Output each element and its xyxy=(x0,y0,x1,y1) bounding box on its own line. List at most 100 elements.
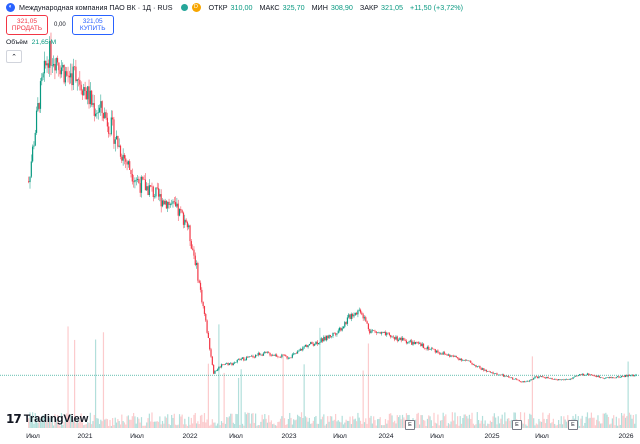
volume-bar xyxy=(391,415,393,428)
volume-bar xyxy=(522,423,524,428)
sell-button[interactable]: 321,05 ПРОДАТЬ xyxy=(6,15,48,35)
volume-bar xyxy=(481,415,484,428)
candle-body xyxy=(80,84,82,91)
volume-bar xyxy=(228,416,230,428)
volume-bar xyxy=(255,413,257,428)
volume-bar xyxy=(567,415,569,428)
volume-bar xyxy=(45,420,47,428)
volume-bar xyxy=(76,418,78,428)
candle-body xyxy=(352,314,354,317)
candle-body xyxy=(75,66,77,82)
earnings-marker[interactable]: E xyxy=(512,420,522,430)
candle-body xyxy=(304,344,307,347)
candle-body xyxy=(500,374,502,376)
volume-bar xyxy=(178,414,181,428)
volume-bar xyxy=(136,417,139,428)
candle-body xyxy=(449,354,451,357)
volume-bar xyxy=(325,423,328,428)
candle-body xyxy=(37,102,39,111)
candle-body xyxy=(533,378,535,380)
candle-body xyxy=(471,362,473,365)
candle-body xyxy=(403,337,405,340)
volume-bar xyxy=(602,413,604,428)
candle-body xyxy=(565,379,568,380)
volume-bar xyxy=(129,419,131,428)
candle-body xyxy=(420,343,422,346)
volume-bar xyxy=(417,412,419,428)
volume-bar xyxy=(550,423,552,428)
volume-bar xyxy=(176,425,178,428)
candle-body xyxy=(136,178,139,180)
candle-body xyxy=(308,344,310,346)
chevron-up-icon[interactable]: ⌃ xyxy=(6,50,22,63)
candle-body xyxy=(576,375,578,377)
candle-body xyxy=(91,90,93,105)
volume-bar xyxy=(91,424,93,428)
candle-body xyxy=(346,317,349,324)
candle-body xyxy=(203,306,206,314)
candle-body xyxy=(34,132,36,146)
volume-bar xyxy=(169,425,171,428)
candle-body xyxy=(517,379,519,381)
candle-body xyxy=(312,344,314,346)
candle-body xyxy=(476,366,478,367)
candle-body xyxy=(150,185,152,187)
volume-bar xyxy=(578,425,581,428)
volume-legend[interactable]: Объём 21,65 M xyxy=(6,39,56,46)
volume-bar xyxy=(538,418,540,428)
x-axis[interactable]: Июл 2021 Июл 2022 Июл 2023 Июл 2024 Июл … xyxy=(0,430,640,444)
vk-logo-icon[interactable]: ◐ xyxy=(6,2,15,12)
volume-bar xyxy=(548,413,551,428)
buy-button[interactable]: 321,05 КУПИТЬ xyxy=(71,15,114,35)
candle-body xyxy=(564,379,566,381)
x-tick-label: 2024 xyxy=(378,433,394,440)
candle-body xyxy=(634,375,636,377)
candle-body xyxy=(446,354,448,356)
candle-body xyxy=(251,355,253,357)
volume-bar xyxy=(353,419,355,428)
volume-bar xyxy=(488,423,490,428)
earnings-marker[interactable]: E xyxy=(405,420,415,430)
volume-bar xyxy=(388,413,391,428)
volume-bar xyxy=(432,425,434,428)
candle-body xyxy=(438,352,440,354)
candle-body xyxy=(311,342,313,345)
volume-bar xyxy=(466,416,468,428)
candle-body xyxy=(525,381,527,383)
volume-bar xyxy=(260,421,262,428)
volume-bar xyxy=(447,423,450,428)
volume-bar xyxy=(340,422,342,428)
candle-body xyxy=(404,339,406,341)
candle-body xyxy=(274,354,276,356)
candle-body xyxy=(316,341,318,345)
candle-body xyxy=(547,377,549,379)
candle-body xyxy=(220,364,223,368)
candle-body xyxy=(531,379,533,380)
volume-bar xyxy=(508,418,510,428)
volume-bar xyxy=(51,416,53,428)
tradingview-logo[interactable]: 17 TradingView xyxy=(6,412,88,426)
earnings-marker[interactable]: E xyxy=(568,420,578,430)
volume-bar xyxy=(258,425,261,428)
volume-bar xyxy=(380,425,383,428)
volume-bar xyxy=(201,414,203,428)
volume-bar xyxy=(336,421,338,428)
logo-text: TradingView xyxy=(23,413,89,425)
candle-body xyxy=(81,90,84,96)
candle-body xyxy=(411,340,413,345)
candle-body xyxy=(115,136,118,140)
symbol-title[interactable]: Международная компания ПАО ВК · 1Д · RUS xyxy=(19,2,173,12)
volume-bar xyxy=(243,425,245,428)
candle-body xyxy=(510,377,512,379)
volume-bar xyxy=(28,418,30,428)
volume-bar xyxy=(445,414,447,428)
volume-bar xyxy=(172,417,174,428)
volume-bar xyxy=(618,418,620,428)
volume-bar xyxy=(491,421,493,428)
candle-body xyxy=(193,249,195,256)
delay-status-badge[interactable]: D xyxy=(191,2,201,12)
volume-bar xyxy=(547,414,549,428)
candle-body xyxy=(550,378,552,379)
volume-bar xyxy=(264,414,266,428)
